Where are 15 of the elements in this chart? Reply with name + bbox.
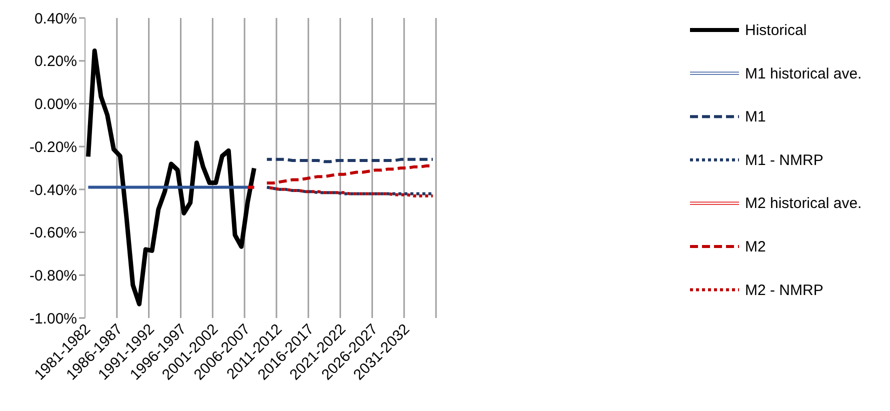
y-tick-label: 0.20%: [34, 53, 77, 70]
y-tick-label: -0.20%: [29, 138, 77, 156]
legend-label: M2 - NMRP: [745, 282, 824, 299]
legend-label: M2 historical ave.: [745, 195, 862, 212]
y-tick-label: 0.00%: [34, 96, 77, 114]
legend-label: M2: [745, 238, 766, 256]
y-tick-label: -0.80%: [29, 267, 77, 284]
y-tick-label: -0.60%: [29, 224, 77, 242]
y-tick-label: 0.40%: [34, 10, 77, 28]
legend-label: M1 historical ave.: [745, 65, 862, 82]
y-tick-label: -0.40%: [29, 182, 77, 199]
y-tick-label: -1.00%: [29, 310, 77, 328]
legend-label: M1 - NMRP: [745, 152, 824, 169]
legend-label: Historical: [745, 22, 807, 39]
legend-label: M1: [745, 108, 766, 126]
